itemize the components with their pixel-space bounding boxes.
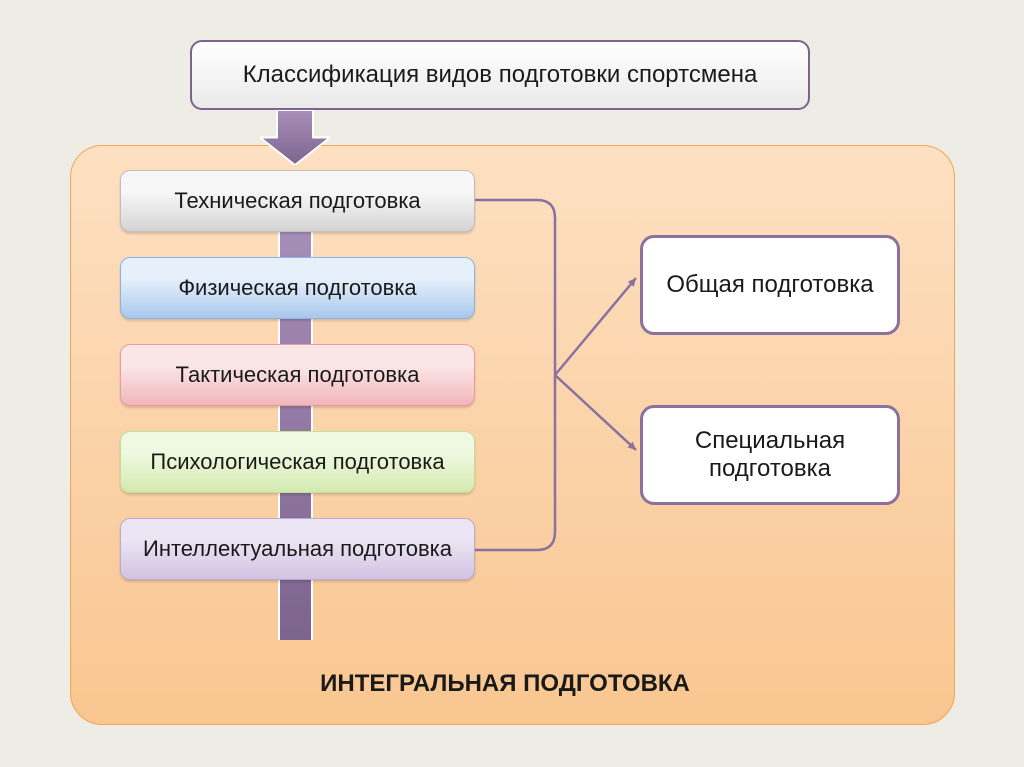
diagram-canvas: Классификация видов подготовки спортсмен… xyxy=(0,0,1024,767)
integral-label: ИНТЕГРАЛЬНАЯ ПОДГОТОВКА xyxy=(280,670,730,698)
bracket-connector xyxy=(0,0,1024,767)
